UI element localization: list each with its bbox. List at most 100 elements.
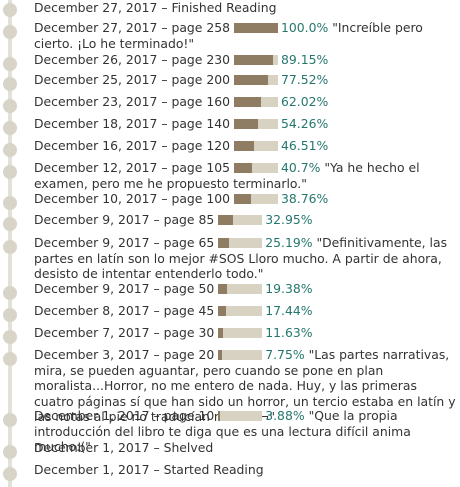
progress-bar-fill	[234, 55, 274, 65]
progress-bar-fill	[218, 306, 226, 316]
progress-comment: "Definitivamente, las partes en latín so…	[34, 235, 448, 281]
entry-status: Shelved	[163, 440, 214, 455]
timeline-dot	[3, 196, 17, 210]
entry-date: December 27, 2017	[34, 20, 158, 35]
entry-page: page 45	[163, 303, 215, 318]
entry-text: December 9, 2017 – page 65 25.19% "Defini…	[34, 235, 448, 281]
progress-percent: 11.63%	[265, 325, 313, 340]
entry-page: page 50	[163, 281, 215, 296]
entry-page: page 230	[171, 52, 230, 67]
progress-bar	[218, 306, 263, 316]
timeline-dot	[3, 467, 17, 481]
entry-text: December 7, 2017 – page 30 11.63%	[34, 325, 313, 340]
entry-page: page 120	[171, 138, 230, 153]
progress-bar	[218, 284, 263, 294]
progress-percent: 38.76%	[281, 191, 329, 206]
entry-date: December 16, 2017	[34, 138, 158, 153]
progress-bar-fill	[234, 97, 262, 107]
progress-bar-fill	[234, 119, 258, 129]
progress-bar	[234, 97, 278, 107]
entry-page: page 65	[163, 235, 215, 250]
entry-date: December 9, 2017	[34, 212, 150, 227]
entry-page: page 200	[171, 72, 230, 87]
entry-text: December 18, 2017 – page 140 54.26%	[34, 116, 329, 131]
progress-percent: 54.26%	[281, 116, 329, 131]
entry-text: December 8, 2017 – page 45 17.44%	[34, 303, 313, 318]
entry-text: December 12, 2017 – page 105 40.7% "Ya he…	[34, 160, 420, 191]
entry-text: December 26, 2017 – page 230 89.15%	[34, 52, 329, 67]
entry-date: December 9, 2017	[34, 281, 150, 296]
progress-percent: 100.0%	[281, 20, 329, 35]
entry-status: Finished Reading	[171, 0, 277, 15]
progress-bar	[234, 119, 278, 129]
entry-date: December 10, 2017	[34, 191, 158, 206]
entry-status: Started Reading	[163, 462, 264, 477]
entry-text: December 23, 2017 – page 160 62.02%	[34, 94, 329, 109]
entry-date: December 9, 2017	[34, 235, 150, 250]
entry-date: December 8, 2017	[34, 303, 150, 318]
entry-date: December 1, 2017	[34, 408, 150, 423]
progress-comment: "Que la propia introducción del libro te…	[34, 408, 411, 454]
entry-page: page 20	[163, 347, 215, 362]
progress-bar-fill	[218, 328, 224, 338]
timeline-dot	[3, 165, 17, 179]
entry-text: December 16, 2017 – page 120 46.51%	[34, 138, 329, 153]
timeline-dot	[3, 445, 17, 459]
entry-date: December 23, 2017	[34, 94, 158, 109]
timeline-dot	[3, 413, 17, 427]
progress-percent: 19.38%	[265, 281, 313, 296]
entry-text: December 25, 2017 – page 200 77.52%	[34, 72, 329, 87]
entry-text: December 1, 2017 – Started Reading	[34, 462, 264, 477]
entry-date: December 7, 2017	[34, 325, 150, 340]
entry-date: December 18, 2017	[34, 116, 158, 131]
progress-bar	[234, 163, 278, 173]
progress-bar	[218, 215, 263, 225]
entry-text: December 27, 2017 – page 258 100.0% "Incr…	[34, 20, 423, 51]
progress-percent: 17.44%	[265, 303, 313, 318]
entry-page: page 105	[171, 160, 230, 175]
timeline-dot	[3, 352, 17, 366]
progress-percent: 32.95%	[265, 212, 313, 227]
entry-text: December 10, 2017 – page 100 38.76%	[34, 191, 329, 206]
timeline-dot	[3, 217, 17, 231]
entry-date: December 26, 2017	[34, 52, 158, 67]
progress-comment: "Increíble pero cierto. ¡Lo he terminado…	[34, 20, 423, 51]
entry-text: December 3, 2017 – page 20 7.75% "Las par…	[34, 347, 456, 424]
entry-page: page 10	[163, 408, 215, 423]
progress-bar	[234, 23, 278, 33]
progress-bar	[218, 238, 263, 248]
timeline-dot	[3, 143, 17, 157]
progress-percent: 77.52%	[281, 72, 329, 87]
progress-percent: 40.7%	[281, 160, 321, 175]
entry-text: December 9, 2017 – page 85 32.95%	[34, 212, 313, 227]
progress-bar	[234, 141, 278, 151]
timeline-dot	[3, 3, 17, 17]
progress-bar-fill	[234, 75, 269, 85]
progress-percent: 62.02%	[281, 94, 329, 109]
entry-text: December 9, 2017 – page 50 19.38%	[34, 281, 313, 296]
progress-bar	[218, 328, 263, 338]
entry-date: December 3, 2017	[34, 347, 150, 362]
progress-comment: "Las partes narrativas, mira, se pueden …	[34, 347, 456, 424]
entry-page: page 85	[163, 212, 215, 227]
progress-bar	[218, 411, 263, 421]
entry-text: December 27, 2017 – Finished Reading	[34, 0, 277, 15]
timeline-dot	[3, 240, 17, 254]
progress-bar-fill	[234, 141, 255, 151]
timeline-dot	[3, 99, 17, 113]
entry-page: page 258	[171, 20, 230, 35]
entry-page: page 160	[171, 94, 230, 109]
progress-bar-fill	[218, 238, 230, 248]
progress-bar-fill	[234, 163, 252, 173]
entry-date: December 1, 2017	[34, 462, 150, 477]
entry-page: page 100	[171, 191, 230, 206]
progress-bar-fill	[218, 284, 227, 294]
timeline-dot	[3, 77, 17, 91]
entry-date: December 12, 2017	[34, 160, 158, 175]
progress-bar	[234, 55, 278, 65]
progress-bar-fill	[234, 23, 278, 33]
progress-bar-fill	[218, 215, 233, 225]
progress-comment: "Ya he hecho el examen, pero me he propu…	[34, 160, 420, 191]
entry-text: December 1, 2017 – Shelved	[34, 440, 214, 455]
entry-date: December 1, 2017	[34, 440, 150, 455]
